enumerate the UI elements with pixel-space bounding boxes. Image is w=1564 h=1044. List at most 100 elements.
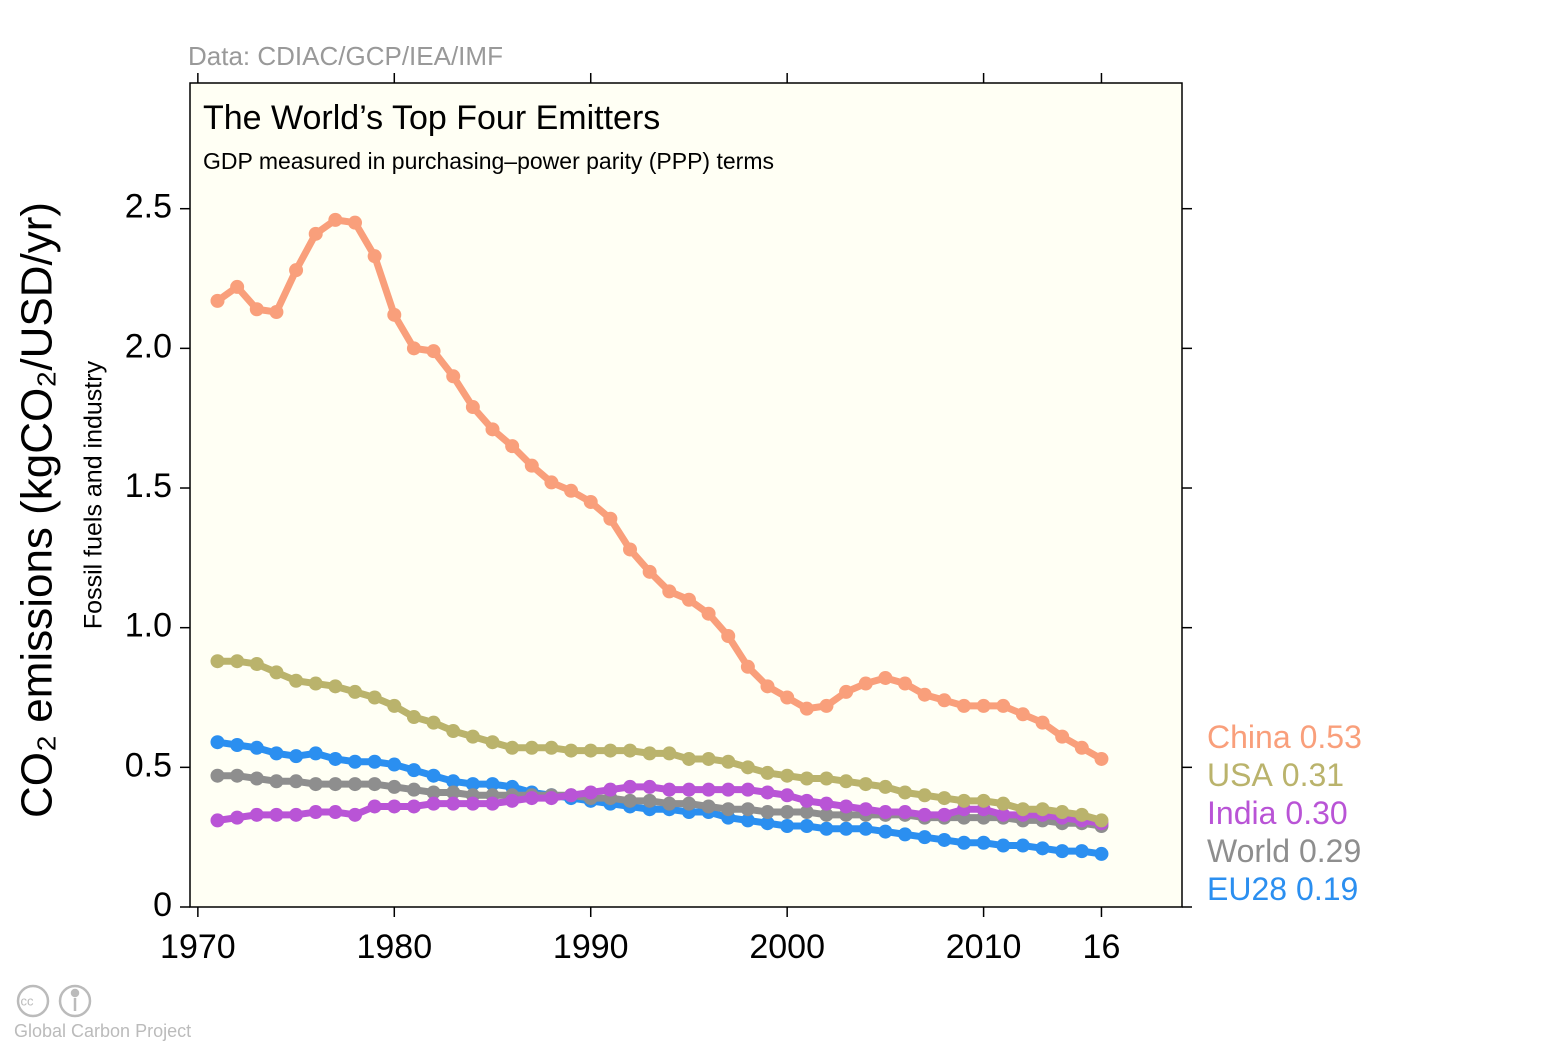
data-point (839, 774, 854, 789)
legend-name: World (1207, 833, 1290, 869)
data-point (485, 796, 500, 811)
legend-entry: World 0.29 (1207, 833, 1361, 869)
data-point (681, 796, 696, 811)
data-point (426, 796, 441, 811)
data-point (269, 665, 284, 680)
data-point (485, 735, 500, 750)
data-point (465, 796, 480, 811)
cc-mark: cc (21, 993, 35, 1008)
y-tick-label: 0 (153, 886, 172, 924)
data-point (465, 777, 480, 792)
data-point (937, 791, 952, 806)
data-point (348, 807, 363, 822)
data-point (524, 791, 539, 806)
data-point (917, 788, 932, 803)
data-point (269, 305, 284, 320)
data-point (210, 293, 225, 308)
legend-value: 0.53 (1300, 719, 1362, 755)
data-point (367, 754, 382, 769)
legend-value: 0.31 (1282, 757, 1344, 793)
data-point (603, 511, 618, 526)
data-point (564, 743, 579, 758)
data-point (289, 263, 304, 278)
data-point (1055, 729, 1070, 744)
data-point (446, 369, 461, 384)
data-point (210, 813, 225, 828)
data-point (426, 785, 441, 800)
data-point (249, 771, 264, 786)
legend-entry: EU28 0.19 (1207, 871, 1358, 907)
data-point (937, 832, 952, 847)
x-tick-label: 1980 (356, 928, 432, 966)
data-point (681, 592, 696, 607)
data-point (898, 805, 913, 820)
data-point (367, 777, 382, 792)
data-point (839, 821, 854, 836)
data-point (426, 715, 441, 730)
data-point (839, 799, 854, 814)
data-point (230, 737, 245, 752)
data-point (1074, 807, 1089, 822)
data-point (740, 760, 755, 775)
data-point (858, 676, 873, 691)
data-point (858, 802, 873, 817)
data-point (1074, 740, 1089, 755)
data-point (780, 818, 795, 833)
data-point (387, 757, 402, 772)
data-point (1074, 844, 1089, 859)
data-point (406, 763, 421, 778)
data-point (426, 768, 441, 783)
data-point (210, 735, 225, 750)
data-point (564, 483, 579, 498)
data-point (544, 791, 559, 806)
data-point (1035, 715, 1050, 730)
data-point (642, 564, 657, 579)
data-point (308, 805, 323, 820)
data-point (623, 779, 638, 794)
data-point (662, 584, 677, 599)
data-point (799, 771, 814, 786)
data-point (898, 827, 913, 842)
chart-subtitle: GDP measured in purchasing–power parity … (203, 148, 774, 174)
data-point (740, 659, 755, 674)
legend-entry: China 0.53 (1207, 719, 1362, 755)
legend-value: 0.30 (1285, 795, 1347, 831)
data-point (465, 400, 480, 415)
y-tick-label: 0.5 (125, 746, 172, 784)
data-point (878, 824, 893, 839)
data-point (505, 439, 520, 454)
data-point (210, 654, 225, 669)
y-axis-subtitle: Fossil fuels and industry (80, 360, 108, 629)
data-point (367, 249, 382, 264)
data-point (230, 654, 245, 669)
data-point (1035, 802, 1050, 817)
x-tick-label: 2010 (946, 928, 1022, 966)
data-point (583, 494, 598, 509)
data-point (465, 729, 480, 744)
data-point (485, 777, 500, 792)
data-point (839, 684, 854, 699)
data-point (249, 656, 264, 671)
data-point (996, 807, 1011, 822)
data-point (956, 698, 971, 713)
data-point (348, 684, 363, 699)
data-point (740, 802, 755, 817)
y-tick-label: 1.0 (125, 607, 172, 645)
data-point (328, 679, 343, 694)
legend-value: 0.19 (1296, 871, 1358, 907)
data-point (1094, 813, 1109, 828)
data-point (662, 746, 677, 761)
data-point (387, 779, 402, 794)
data-point (308, 226, 323, 241)
data-point (819, 796, 834, 811)
data-point (701, 606, 716, 621)
source: Data: CDIAC/GCP/IEA/IMF (188, 41, 503, 71)
data-point (348, 215, 363, 230)
data-point (446, 796, 461, 811)
data-point (917, 830, 932, 845)
data-point (524, 458, 539, 473)
data-point (721, 629, 736, 644)
legend-entry: USA 0.31 (1207, 757, 1344, 793)
data-point (426, 344, 441, 359)
